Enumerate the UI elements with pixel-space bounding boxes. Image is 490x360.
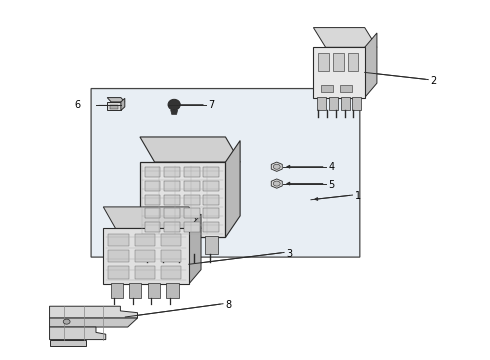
Bar	[341, 97, 349, 110]
Bar	[145, 222, 160, 232]
Polygon shape	[107, 98, 125, 102]
Bar	[203, 222, 219, 232]
Polygon shape	[171, 110, 177, 114]
Bar	[318, 97, 326, 110]
Polygon shape	[49, 306, 138, 318]
Bar	[203, 195, 219, 205]
Bar	[318, 53, 329, 71]
Bar	[203, 181, 219, 191]
Bar	[161, 250, 181, 262]
Bar	[108, 266, 129, 279]
Bar	[184, 167, 199, 177]
Bar	[187, 236, 199, 253]
Polygon shape	[225, 140, 240, 237]
Bar	[129, 283, 142, 298]
Text: 8: 8	[225, 300, 232, 310]
Text: 1: 1	[355, 191, 361, 201]
Bar	[164, 222, 180, 232]
Bar	[352, 97, 361, 110]
Bar	[314, 47, 365, 98]
Bar	[108, 234, 129, 246]
Polygon shape	[103, 207, 201, 228]
Bar	[164, 167, 180, 177]
Bar	[205, 236, 218, 253]
Bar	[164, 208, 180, 219]
Bar	[321, 85, 333, 92]
Bar	[166, 283, 178, 298]
Bar	[111, 283, 123, 298]
Polygon shape	[271, 179, 282, 188]
Bar	[140, 162, 225, 237]
Polygon shape	[91, 89, 360, 257]
Text: 5: 5	[328, 180, 334, 190]
Text: 6: 6	[74, 100, 80, 111]
Polygon shape	[49, 339, 86, 346]
Bar	[148, 283, 160, 298]
Bar	[145, 181, 160, 191]
Polygon shape	[271, 162, 282, 171]
Polygon shape	[49, 327, 106, 339]
Bar	[150, 236, 162, 253]
Polygon shape	[365, 33, 377, 98]
Bar	[107, 102, 121, 111]
Text: 4: 4	[328, 162, 334, 172]
Bar	[333, 53, 343, 71]
Text: 3: 3	[287, 248, 293, 258]
Bar	[145, 167, 160, 177]
Bar	[203, 167, 219, 177]
Polygon shape	[140, 137, 240, 162]
Bar	[103, 228, 189, 284]
Bar	[329, 97, 338, 110]
Circle shape	[63, 319, 70, 324]
Polygon shape	[314, 28, 377, 47]
Circle shape	[273, 181, 280, 186]
Bar	[135, 266, 155, 279]
Polygon shape	[121, 98, 125, 111]
Bar	[164, 195, 180, 205]
Bar	[161, 266, 181, 279]
Text: 2: 2	[431, 76, 437, 86]
Bar	[184, 208, 199, 219]
Circle shape	[273, 164, 280, 169]
Polygon shape	[49, 318, 138, 327]
Bar	[347, 53, 358, 71]
Bar	[184, 181, 199, 191]
Bar	[108, 250, 129, 262]
Bar	[203, 208, 219, 219]
Bar	[145, 195, 160, 205]
Bar	[135, 250, 155, 262]
Bar	[145, 208, 160, 219]
Bar	[168, 236, 180, 253]
Bar	[110, 105, 119, 109]
Text: 7: 7	[208, 100, 215, 111]
Bar	[184, 222, 199, 232]
Bar	[161, 234, 181, 246]
Bar	[135, 234, 155, 246]
Bar	[340, 85, 352, 92]
Bar	[164, 181, 180, 191]
Ellipse shape	[168, 99, 180, 110]
Polygon shape	[189, 214, 201, 284]
Bar	[184, 195, 199, 205]
